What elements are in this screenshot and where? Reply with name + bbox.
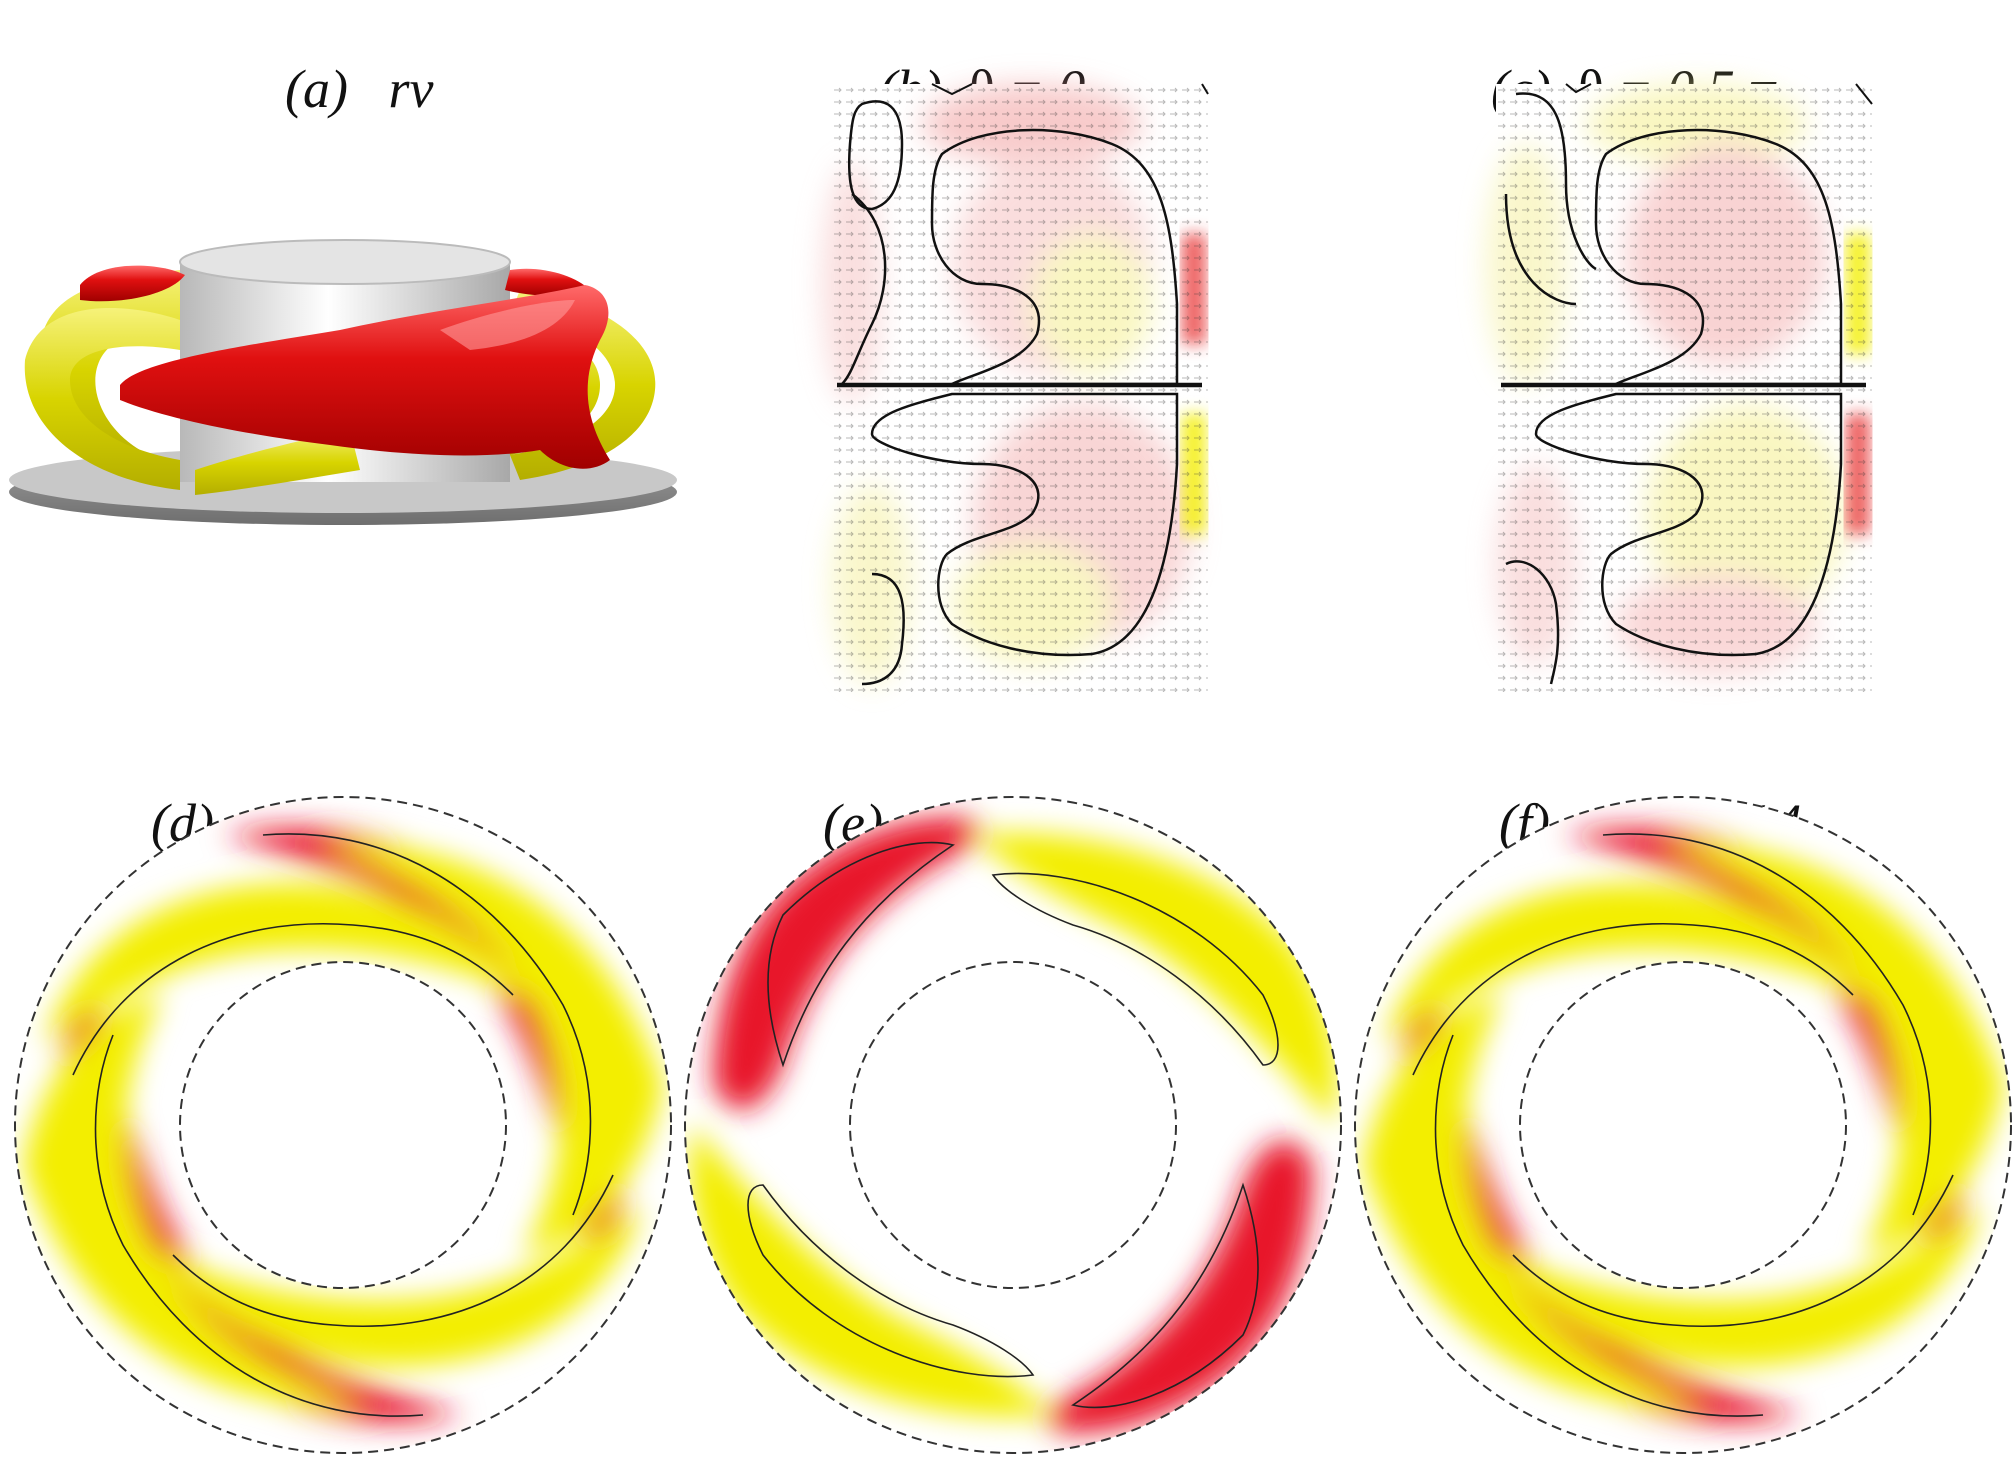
yellow-arc-front-left xyxy=(24,308,180,490)
outer-boundary xyxy=(1354,796,2012,1454)
yellow-band-bottom xyxy=(195,430,360,495)
inner-boundary xyxy=(1519,961,1847,1289)
cylinder-top xyxy=(179,239,511,285)
panel-a-tag: (a) xyxy=(285,59,348,119)
panel-c-meridional xyxy=(1486,83,1873,692)
panel-f-ring xyxy=(1354,796,2012,1454)
outer-boundary xyxy=(684,796,1342,1454)
inner-boundary xyxy=(179,961,507,1289)
inner-boundary xyxy=(849,961,1177,1289)
panel-a-isosurface xyxy=(9,239,677,525)
yellow-lobe-right xyxy=(510,290,656,480)
red-sheet-highlight xyxy=(440,300,575,350)
panel-d-ring xyxy=(14,796,672,1454)
panel-a-title: (a) rv xyxy=(258,8,433,116)
red-lobe-back xyxy=(80,265,185,302)
panel-b-meridional xyxy=(822,83,1209,692)
panel-e-ring xyxy=(684,796,1342,1454)
outer-boundary xyxy=(14,796,672,1454)
panel-a-label: rv xyxy=(388,59,434,119)
